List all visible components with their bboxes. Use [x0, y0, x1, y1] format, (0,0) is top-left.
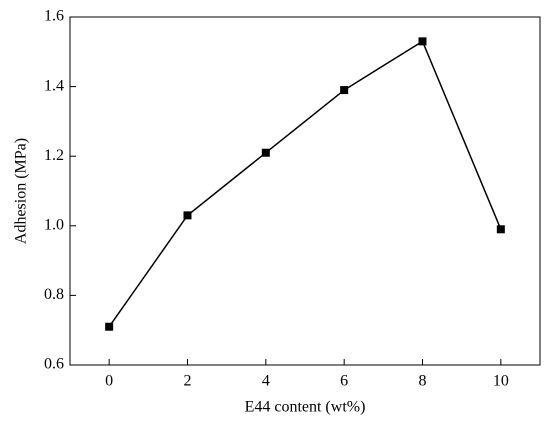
- x-tick-label: 0: [105, 373, 113, 390]
- point-marker: [418, 37, 427, 46]
- x-tick-label: 6: [340, 373, 348, 390]
- point-marker: [105, 322, 114, 331]
- y-tick-label: 1.6: [44, 8, 64, 25]
- y-tick-label: 1.4: [44, 77, 64, 94]
- x-tick-label: 4: [262, 373, 270, 390]
- series-line: [108, 40, 502, 328]
- plot-frame: [69, 16, 541, 366]
- point-marker: [340, 86, 349, 95]
- x-tick-label: 2: [184, 373, 192, 390]
- y-axis-label: Adhesion (MPa): [13, 138, 30, 244]
- y-tick-label: 1.2: [44, 147, 64, 164]
- y-tick-label: 0.6: [44, 356, 64, 373]
- x-axis-label: E44 content (wt%): [245, 399, 366, 416]
- x-tick-label: 10: [493, 373, 509, 390]
- point-marker: [261, 148, 270, 157]
- x-tick-label: 8: [419, 373, 427, 390]
- y-tick-label: 0.8: [44, 286, 64, 303]
- point-marker: [183, 211, 192, 220]
- y-tick-label: 1.0: [44, 216, 64, 233]
- point-marker: [496, 225, 505, 234]
